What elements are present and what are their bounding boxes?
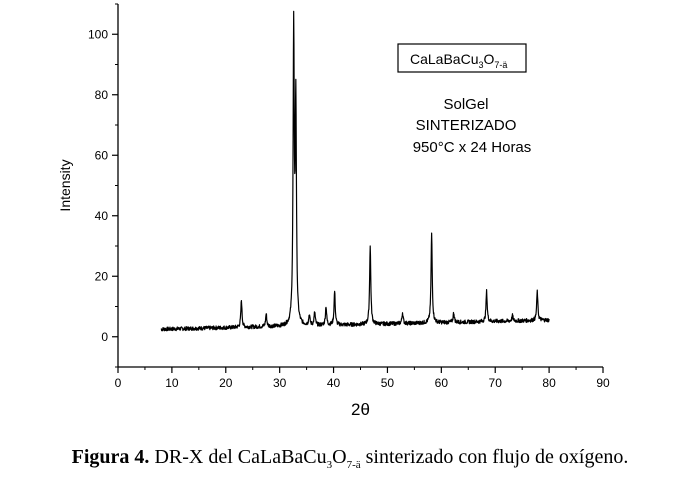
annotation-line-2: SINTERIZADO [416, 117, 517, 134]
y-tick-label: 60 [95, 148, 109, 162]
annotation: SolGel SINTERIZADO 950°C x 24 Horas [413, 96, 532, 156]
caption-text-mid: O [332, 446, 347, 468]
x-tick-label: 90 [596, 376, 610, 390]
x-tick-label: 60 [435, 376, 449, 390]
legend-formula-sub1: 3 [479, 60, 484, 70]
x-tick-label: 40 [327, 376, 341, 390]
x-axis-label: 2θ [351, 400, 370, 419]
caption-text-before: DR-X del CaLaBaCu [149, 446, 327, 468]
y-tick-label: 20 [95, 269, 109, 283]
y-tick-label: 40 [95, 209, 109, 223]
figure-caption: Figura 4. DR-X del CaLaBaCu3O7-ä sinteri… [0, 446, 700, 471]
xrd-chart: 0 10 20 30 40 50 60 70 80 90 0 20 40 60 80 100 2θ Inten… [57, 3, 610, 419]
y-tick-label: 100 [88, 27, 108, 41]
svg-text:CaLaBaCu3O7-ä: CaLaBaCu3O7-ä [410, 51, 507, 70]
y-tick-label: 80 [95, 88, 109, 102]
caption-sub1: 3 [326, 459, 333, 471]
x-tick-label: 70 [489, 376, 503, 390]
legend-formula-base: CaLaBaCu [410, 51, 479, 67]
x-tick-label: 50 [381, 376, 395, 390]
x-tick-label: 10 [165, 376, 179, 390]
x-tick-label: 30 [273, 376, 287, 390]
caption-label: Figura 4. [71, 446, 150, 468]
x-tick-label: 20 [219, 376, 233, 390]
annotation-line-1: SolGel [443, 96, 488, 113]
caption-sub2: 7-ä [346, 459, 361, 471]
ticks: 0 10 20 30 40 50 60 70 80 90 0 20 40 60 80 100 [88, 3, 610, 390]
caption-text-after: sinterizado con flujo de oxígeno. [360, 446, 629, 468]
y-axis-label: Intensity [57, 159, 73, 211]
x-tick-label: 0 [115, 376, 122, 390]
x-tick-label: 80 [542, 376, 556, 390]
axes [117, 4, 603, 368]
xrd-trace [160, 10, 550, 332]
legend-formula-mid: O [484, 51, 495, 67]
legend-formula-sub2: 7-ä [494, 60, 507, 70]
legend-box: CaLaBaCu3O7-ä [397, 43, 527, 73]
annotation-line-3: 950°C x 24 Horas [413, 139, 532, 156]
y-tick-label: 0 [101, 330, 108, 344]
